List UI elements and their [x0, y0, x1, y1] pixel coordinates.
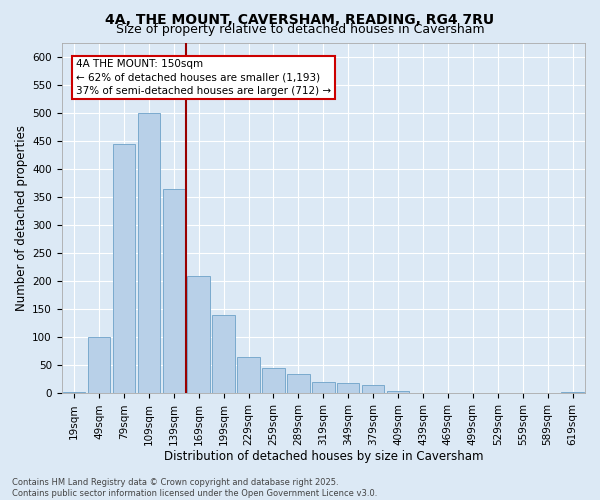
Bar [287, 374, 310, 394]
Bar [137, 112, 160, 394]
Text: 4A, THE MOUNT, CAVERSHAM, READING, RG4 7RU: 4A, THE MOUNT, CAVERSHAM, READING, RG4 7… [106, 12, 494, 26]
Bar [113, 144, 135, 394]
Text: Contains HM Land Registry data © Crown copyright and database right 2025.
Contai: Contains HM Land Registry data © Crown c… [12, 478, 377, 498]
Bar [337, 384, 359, 394]
Bar [187, 276, 210, 394]
Bar [387, 390, 409, 394]
Bar [88, 338, 110, 394]
X-axis label: Distribution of detached houses by size in Caversham: Distribution of detached houses by size … [164, 450, 483, 462]
Bar [238, 357, 260, 394]
Y-axis label: Number of detached properties: Number of detached properties [15, 125, 28, 311]
Bar [562, 392, 584, 394]
Bar [63, 392, 85, 394]
Bar [312, 382, 335, 394]
Text: Size of property relative to detached houses in Caversham: Size of property relative to detached ho… [116, 22, 484, 36]
Bar [212, 315, 235, 394]
Bar [362, 384, 385, 394]
Bar [262, 368, 284, 394]
Text: 4A THE MOUNT: 150sqm
← 62% of detached houses are smaller (1,193)
37% of semi-de: 4A THE MOUNT: 150sqm ← 62% of detached h… [76, 60, 331, 96]
Bar [163, 188, 185, 394]
